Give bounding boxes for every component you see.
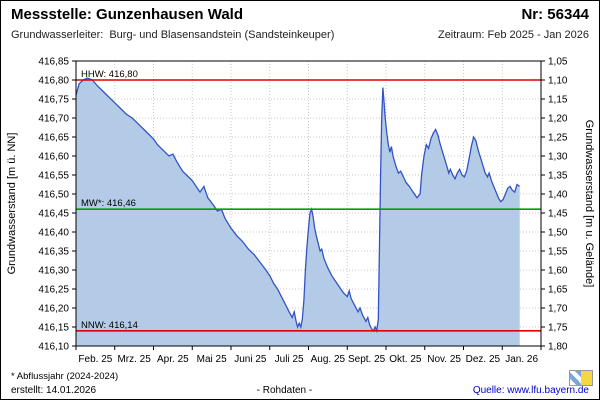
svg-text:Grundwasserstand [m u. Gelände: Grundwasserstand [m u. Gelände] [583,120,595,288]
svg-text:1,55: 1,55 [548,247,568,258]
svg-text:1,50: 1,50 [548,228,568,239]
svg-text:416,45: 416,45 [38,209,69,220]
svg-text:416,75: 416,75 [38,95,69,106]
bayern-logo-icon [569,370,593,386]
svg-text:Jan. 26: Jan. 26 [505,354,538,365]
svg-text:1,45: 1,45 [548,209,568,220]
groundwater-level-chart: 416,85 1,05 416,80 1,10 416,75 1,15 416,70 1,20… [6,57,595,366]
svg-text:Juli 25: Juli 25 [275,354,304,365]
svg-text:Apr. 25: Apr. 25 [157,354,189,365]
svg-text:1,05: 1,05 [548,57,568,68]
svg-text:416,30: 416,30 [38,266,69,277]
subtitle-bar: Grundwasserleiter: Burg- und Blasensandst… [11,29,589,41]
svg-text:416,55: 416,55 [38,171,69,182]
created-date: erstellt: 14.01.2026 [11,385,97,396]
svg-text:Nov. 25: Nov. 25 [427,354,461,365]
svg-text:416,10: 416,10 [38,342,69,353]
svg-text:416,40: 416,40 [38,228,69,239]
svg-text:1,80: 1,80 [548,342,568,353]
svg-text:1,75: 1,75 [548,323,568,334]
svg-text:1,40: 1,40 [548,190,568,201]
svg-text:Juni 25: Juni 25 [234,354,267,365]
svg-text:416,60: 416,60 [38,152,69,163]
svg-text:MW*: 416,46: MW*: 416,46 [81,198,136,209]
station-number: Nr: 56344 [521,6,589,23]
svg-text:416,15: 416,15 [38,323,69,334]
svg-text:416,25: 416,25 [38,285,69,296]
svg-text:416,70: 416,70 [38,114,69,125]
svg-text:Grundwasserstand [m ü. NN]: Grundwasserstand [m ü. NN] [6,133,18,275]
svg-text:HHW: 416,80: HHW: 416,80 [81,69,138,80]
aquifer-info: Grundwasserleiter: Burg- und Blasensandst… [11,29,334,41]
station-title: Messstelle: Gunzenhausen Wald [11,6,243,23]
aquifer-value: Burg- und Blasensandstein (Sandsteinkeup… [109,29,335,41]
svg-text:1,35: 1,35 [548,171,568,182]
svg-text:1,20: 1,20 [548,114,568,125]
svg-text:1,60: 1,60 [548,266,568,277]
svg-text:1,15: 1,15 [548,95,568,106]
svg-text:416,50: 416,50 [38,190,69,201]
svg-text:Aug. 25: Aug. 25 [311,354,346,365]
svg-text:NNW: 416,14: NNW: 416,14 [81,320,138,331]
svg-text:1,10: 1,10 [548,76,568,87]
rohdaten-label: - Rohdaten - [256,385,313,396]
svg-text:1,65: 1,65 [548,285,568,296]
svg-text:416,65: 416,65 [38,133,69,144]
logo-yellow-half [581,371,592,385]
svg-text:416,35: 416,35 [38,247,69,258]
svg-text:Mai 25: Mai 25 [197,354,227,365]
svg-text:416,80: 416,80 [38,76,69,87]
source-link[interactable]: Quelle: www.lfu.bayern.de [472,385,589,396]
title-bar: Messstelle: Gunzenhausen Wald Nr: 56344 [11,6,589,23]
svg-text:416,20: 416,20 [38,304,69,315]
svg-text:Okt. 25: Okt. 25 [389,354,422,365]
aquifer-label: Grundwasserleiter: [11,29,104,41]
svg-text:1,25: 1,25 [548,133,568,144]
svg-text:Feb. 25: Feb. 25 [78,354,112,365]
svg-text:Sept. 25: Sept. 25 [348,354,386,365]
svg-text:416,85: 416,85 [38,57,69,68]
bayern-flag-half [570,371,581,385]
svg-text:Dez. 25: Dez. 25 [466,354,501,365]
svg-text:Mrz. 25: Mrz. 25 [117,354,151,365]
svg-text:1,30: 1,30 [548,152,568,163]
svg-text:1,70: 1,70 [548,304,568,315]
abflussjahr-footnote: * Abflussjahr (2024-2024) [11,371,119,382]
period-label: Zeitraum: Feb 2025 - Jan 2026 [437,29,589,41]
footer-row: erstellt: 14.01.2026 - Rohdaten - Quelle… [11,385,589,396]
